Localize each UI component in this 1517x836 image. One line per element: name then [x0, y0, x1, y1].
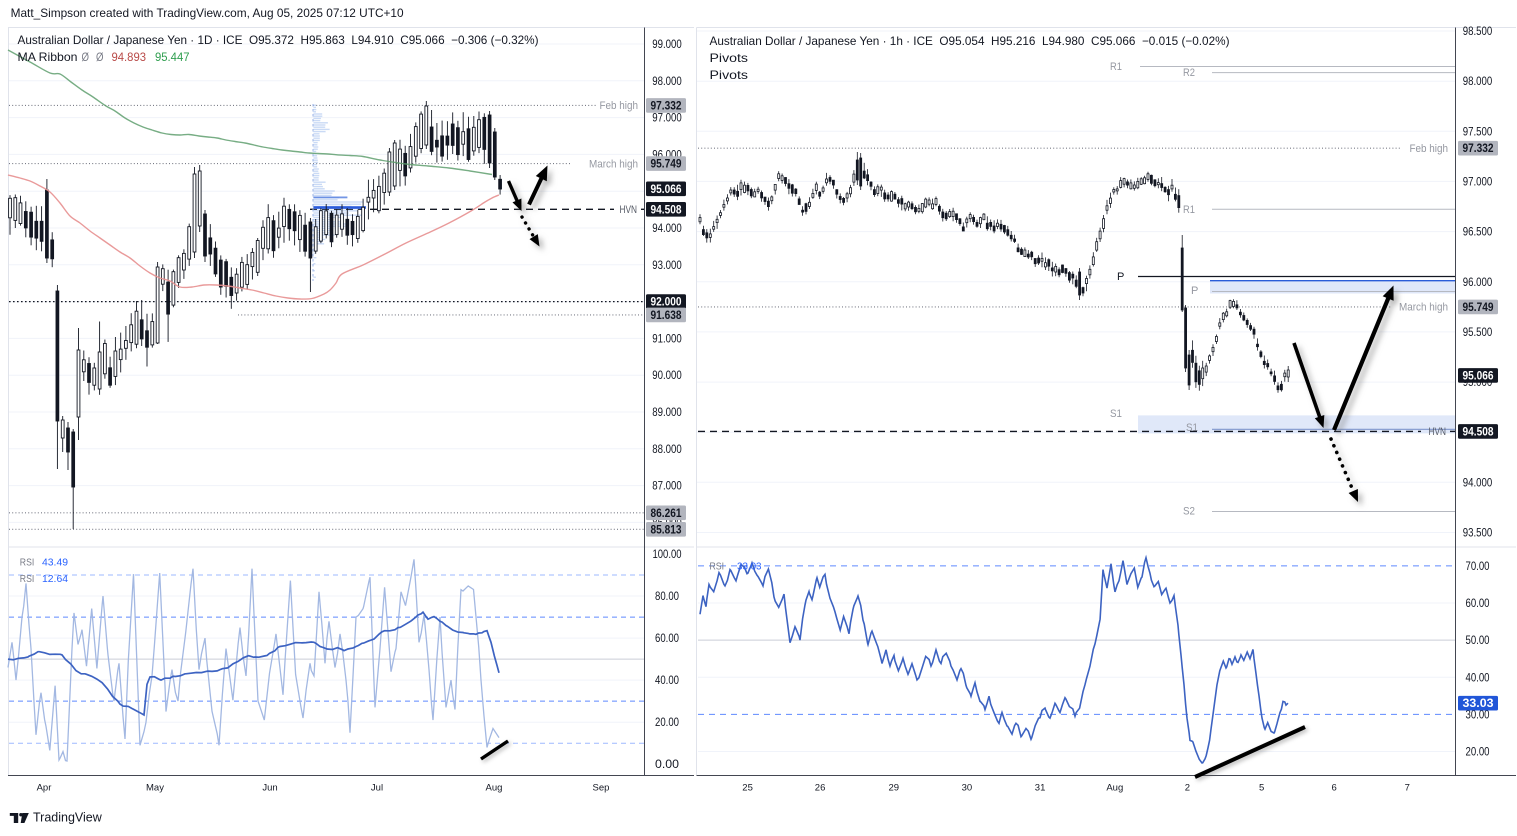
svg-text:20.00: 20.00: [655, 717, 679, 729]
svg-text:43.49: 43.49: [42, 557, 68, 569]
svg-text:R1: R1: [1110, 61, 1122, 73]
svg-text:94.000: 94.000: [652, 223, 682, 235]
svg-text:5: 5: [1259, 783, 1264, 794]
svg-text:88.000: 88.000: [652, 444, 682, 456]
svg-text:33.03: 33.03: [1463, 698, 1494, 710]
svg-text:MA Ribbon: MA Ribbon: [18, 50, 78, 64]
svg-text:HVN: HVN: [1429, 426, 1447, 438]
svg-text:30: 30: [962, 783, 973, 794]
svg-text:50.00: 50.00: [1466, 635, 1490, 647]
svg-text:94.508: 94.508: [1463, 426, 1495, 438]
svg-text:29: 29: [889, 783, 900, 794]
svg-text:March high: March high: [1399, 302, 1448, 314]
svg-text:R2: R2: [1183, 67, 1195, 79]
svg-text:12.64: 12.64: [42, 573, 68, 585]
svg-text:96.500: 96.500: [1463, 227, 1493, 239]
svg-text:95.447: 95.447: [155, 50, 190, 64]
svg-text:Jul: Jul: [371, 783, 383, 794]
svg-text:97.500: 97.500: [1463, 126, 1493, 138]
svg-text:95.066: 95.066: [651, 184, 682, 196]
svg-text:70.00: 70.00: [1466, 561, 1490, 573]
svg-text:Aug: Aug: [486, 783, 503, 794]
svg-text:94.508: 94.508: [651, 204, 683, 216]
svg-text:TradingView: TradingView: [33, 811, 103, 825]
svg-text:91.000: 91.000: [652, 333, 682, 345]
svg-text:Australian Dollar / Japanese Y: Australian Dollar / Japanese Yen · 1D · …: [18, 33, 539, 47]
svg-text:40.00: 40.00: [655, 675, 679, 687]
svg-text:P: P: [1191, 285, 1198, 297]
svg-text:May: May: [146, 783, 164, 794]
svg-text:30.00: 30.00: [1466, 709, 1490, 721]
svg-text:RSI: RSI: [710, 561, 725, 573]
svg-text:100.00: 100.00: [653, 549, 682, 561]
svg-text:96.000: 96.000: [1463, 277, 1493, 289]
svg-text:98.500: 98.500: [1463, 26, 1493, 38]
svg-text:P: P: [1117, 271, 1124, 283]
svg-text:Matt_Simpson created with Trad: Matt_Simpson created with TradingView.co…: [11, 6, 404, 20]
svg-text:S2: S2: [1183, 506, 1195, 518]
svg-text:RSI: RSI: [20, 557, 35, 569]
svg-text:85.813: 85.813: [651, 524, 682, 536]
svg-text:99.000: 99.000: [652, 39, 682, 51]
svg-text:91.638: 91.638: [651, 310, 683, 322]
svg-text:Ø: Ø: [96, 50, 104, 64]
svg-text:Pivots: Pivots: [710, 51, 749, 65]
svg-text:Pivots: Pivots: [710, 68, 749, 82]
svg-text:20.00: 20.00: [1466, 747, 1490, 759]
svg-text:93.500: 93.500: [1463, 528, 1493, 540]
svg-text:95.749: 95.749: [651, 159, 682, 171]
svg-text:97.000: 97.000: [1463, 176, 1493, 188]
svg-text:90.000: 90.000: [652, 370, 682, 382]
svg-text:Feb high: Feb high: [600, 100, 639, 112]
svg-text:97.332: 97.332: [1463, 143, 1494, 155]
svg-text:95.500: 95.500: [1463, 327, 1493, 339]
svg-text:S1: S1: [1110, 408, 1122, 420]
svg-text:R1: R1: [1183, 204, 1195, 216]
svg-text:March high: March high: [589, 158, 638, 170]
svg-text:86.261: 86.261: [651, 508, 683, 520]
svg-text:97.000: 97.000: [652, 113, 682, 125]
svg-text:97.332: 97.332: [651, 100, 682, 112]
svg-text:40.00: 40.00: [1466, 672, 1490, 684]
svg-text:26: 26: [815, 783, 826, 794]
svg-text:0.00: 0.00: [655, 759, 679, 771]
svg-text:Feb high: Feb high: [1410, 143, 1449, 155]
svg-text:Ø: Ø: [82, 50, 90, 64]
svg-text:60.00: 60.00: [1466, 598, 1490, 610]
svg-text:RSI: RSI: [20, 573, 35, 585]
svg-text:Australian Dollar / Japanese Y: Australian Dollar / Japanese Yen · 1h · …: [710, 34, 1230, 48]
svg-text:Sep: Sep: [593, 783, 610, 794]
svg-text:95.749: 95.749: [1463, 302, 1494, 314]
svg-text:94.000: 94.000: [1463, 477, 1493, 489]
svg-text:33.03: 33.03: [737, 561, 762, 573]
svg-text:93.000: 93.000: [652, 260, 682, 272]
svg-text:60.00: 60.00: [655, 633, 679, 645]
svg-text:95.066: 95.066: [1463, 370, 1494, 382]
svg-text:Aug: Aug: [1106, 783, 1123, 794]
svg-text:S1: S1: [1186, 422, 1198, 434]
svg-text:2: 2: [1185, 783, 1190, 794]
svg-text:87.000: 87.000: [652, 481, 682, 493]
svg-text:98.000: 98.000: [1463, 76, 1493, 88]
svg-text:31: 31: [1035, 783, 1046, 794]
svg-text:Jun: Jun: [262, 783, 277, 794]
svg-text:Apr: Apr: [37, 783, 52, 794]
svg-text:94.893: 94.893: [112, 50, 147, 64]
svg-text:92.000: 92.000: [651, 297, 682, 309]
svg-text:7: 7: [1405, 783, 1410, 794]
svg-text:98.000: 98.000: [652, 76, 682, 88]
svg-text:25: 25: [742, 783, 753, 794]
svg-text:HVN: HVN: [620, 204, 638, 216]
svg-text:6: 6: [1332, 783, 1337, 794]
svg-text:80.00: 80.00: [655, 591, 679, 603]
svg-text:89.000: 89.000: [652, 407, 682, 419]
